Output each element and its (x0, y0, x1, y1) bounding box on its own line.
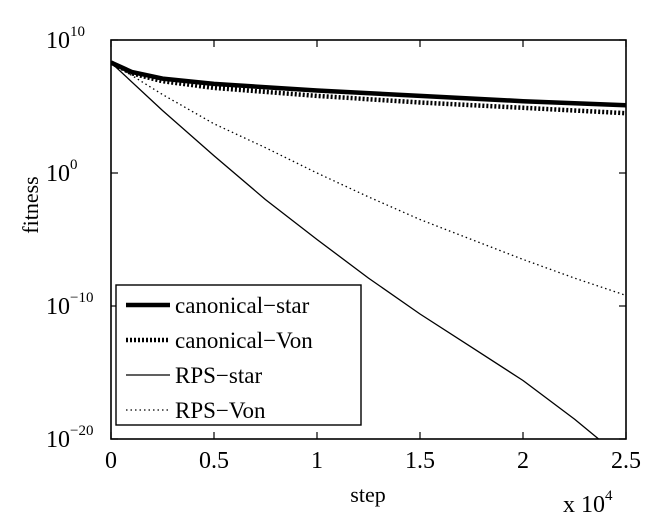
series-line-rps-von (111, 62, 626, 297)
legend-label: RPS−Von (175, 398, 266, 423)
legend-label: canonical−star (175, 293, 310, 318)
x-tick-labels: 0 0.5 1 1.5 2 2.5 (105, 448, 641, 474)
x-multiplier-exponent: 4 (605, 488, 613, 504)
legend-label: RPS−star (175, 363, 262, 388)
x-tick-label: 1.5 (405, 448, 435, 474)
series-line-rps-star (111, 62, 600, 439)
series-line-canonical-star (111, 60, 626, 108)
y-tick-labels: 1010 100 10−10 10−20 (46, 24, 93, 453)
y-tick-label: 100 (46, 157, 78, 187)
x-tick-label: 0 (105, 448, 117, 474)
axis-ticks (110, 39, 627, 440)
y-tick-label: 1010 (46, 24, 85, 54)
y-axis-label: fitness (18, 176, 43, 233)
x-axis-label: step (350, 482, 385, 507)
x-multiplier-base: x 10 (563, 492, 605, 518)
legend: canonical−star canonical−Von RPS−star RPS−V… (115, 284, 362, 426)
legend-box (115, 284, 362, 426)
x-tick-label: 0.5 (199, 448, 229, 474)
x-tick-label: 1 (311, 448, 323, 474)
x-tick-label: 2 (517, 448, 529, 474)
y-tick-label: 10−10 (46, 290, 93, 320)
y-tick-label: 10−20 (46, 423, 93, 453)
legend-label: canonical−Von (175, 328, 313, 353)
x-tick-label: 2.5 (611, 448, 641, 474)
x-multiplier-label: x 104 (563, 488, 613, 518)
series-layer (111, 60, 626, 439)
